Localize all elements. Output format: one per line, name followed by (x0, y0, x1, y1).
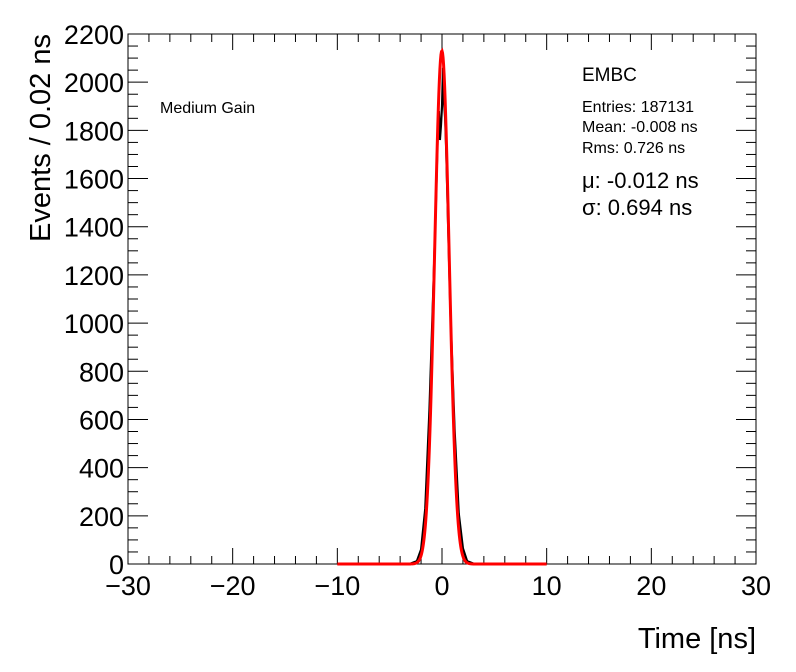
y-tick-label: 800 (79, 357, 124, 387)
entries-stat: Entries: 187131 (582, 99, 694, 116)
x-tick-label: 0 (434, 571, 449, 601)
x-tick-label: 10 (532, 571, 562, 601)
y-axis-label: Events / 0.02 ns (25, 34, 57, 242)
y-tick-label: 0 (109, 550, 124, 580)
y-tick-label: 1400 (64, 213, 124, 243)
histogram-line (337, 67, 547, 566)
x-tick-label: −30 (105, 571, 151, 601)
y-tick-label: 600 (79, 405, 124, 435)
x-tick-label: 30 (741, 571, 771, 601)
y-tick-label: 2200 (64, 20, 124, 50)
y-tick-label: 200 (79, 502, 124, 532)
y-axis-ticks (128, 33, 756, 565)
rms-stat: Rms: 0.726 ns (582, 140, 685, 157)
series-layer (337, 47, 547, 566)
y-axis-tick-labels: 0 200 400 600 800 1000 1200 1400 1600 1800 2000 220… (64, 20, 124, 580)
gain-label: Medium Gain (160, 100, 255, 117)
x-tick-label: 20 (636, 571, 666, 601)
fit-sigma: σ: 0.694 ns (582, 195, 692, 220)
detector-label: EMBC (582, 65, 637, 86)
y-tick-label: 1000 (64, 309, 124, 339)
y-tick-label: 2000 (64, 68, 124, 98)
mean-stat: Mean: -0.008 ns (582, 119, 698, 136)
x-tick-label: −10 (314, 571, 360, 601)
x-axis-tick-labels: −30 −20 −10 0 10 20 30 (105, 571, 771, 601)
x-axis-label: Time [ns] (638, 623, 756, 655)
fit-mu: μ: -0.012 ns (582, 168, 699, 193)
y-tick-label: 1200 (64, 261, 124, 291)
y-tick-label: 400 (79, 454, 124, 484)
fit-curve (337, 47, 547, 566)
y-tick-label: 1600 (64, 165, 124, 195)
y-tick-label: 1800 (64, 116, 124, 146)
x-tick-label: −20 (210, 571, 256, 601)
x-axis-ticks (127, 34, 757, 564)
